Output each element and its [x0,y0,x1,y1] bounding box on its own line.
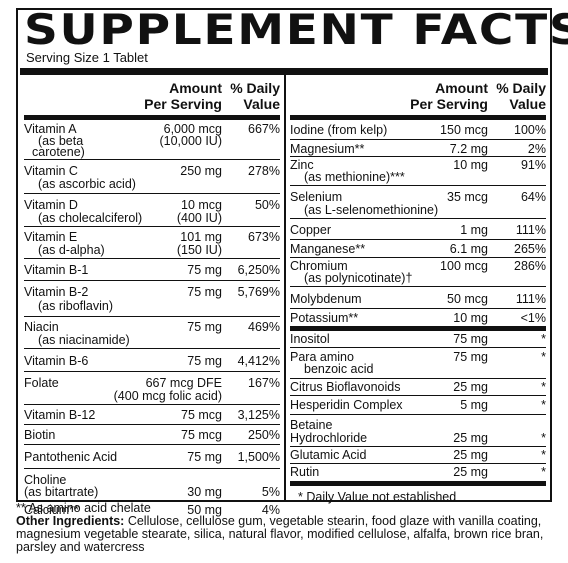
label-footer: ** As amino acid chelate Other Ingredien… [16,502,556,554]
nutrient-row-vitamin-d: Vitamin D 10 mcg 50% (as cholecalciferol… [24,194,280,227]
nutrient-row-molybdenum: Molybdenum 50 mcg 111% [290,287,546,309]
nutrient-row-vitamin-b2: Vitamin B-2 75 mg 5,769% (as riboflavin) [24,281,280,317]
nutrient-row-betaine-hydrochloride: Betaine Hydrochloride 25 mg * [290,415,546,447]
left-column-header: Amount Per Serving % Daily Value [24,75,280,115]
nutrient-row-calcium: Calcium** 50 mg 4% [24,503,280,517]
amount-header: Amount Per Serving [144,80,222,112]
nutrient-row-iodine: Iodine (from kelp) 150 mcg 100% [290,120,546,140]
nutrient-row-potassium: Potassium** 10 mg <1% [290,309,546,331]
supplement-facts-panel: SUPPLEMENT FACTS Serving Size 1 Tablet A… [16,8,568,517]
panel-title: SUPPLEMENT FACTS [24,5,568,54]
nutrient-row-vitamin-e: Vitamin E 101 mg 673% (as d-alpha) (150 … [24,227,280,259]
nutrient-row-vitamin-b1: Vitamin B-1 75 mg 6,250% [24,259,280,281]
nutrient-row-choline: Choline (as bitartrate) 30 mg 5% [24,469,280,501]
daily-value-header: % Daily Value [496,80,546,112]
serving-size: Serving Size 1 Tablet [26,50,148,65]
nutrient-row-biotin: Biotin 75 mcg 250% [24,425,280,445]
dv-footnote-area: * Daily Value not established [290,486,546,510]
other-ingredients-text: Cellulose, cellulose gum, vegetable stea… [16,514,544,554]
other-ingredients-label: Other Ingredients: [16,514,125,528]
nutrient-row-glutamic-acid: Glutamic Acid 25 mg * [290,448,546,464]
nutrient-row-citrus-bioflavonoids: Citrus Bioflavonoids 25 mg * [290,380,546,396]
nutrient-row-magnesium: Magnesium** 7.2 mg 2% [290,142,546,157]
title-divider [20,68,548,75]
header-divider [290,115,546,120]
nutrient-row-folate: Folate 667 mcg DFE 167% (400 mcg folic a… [24,372,280,405]
left-column: Amount Per Serving % Daily Value Vitamin… [24,75,280,518]
nutrient-row-vitamin-a: Vitamin A 6,000 mcg 667% (as beta (10,00… [24,122,280,160]
right-column-header: Amount Per Serving % Daily Value [290,75,546,115]
nutrient-row-hesperidin-complex: Hesperidin Complex 5 mg * [290,396,546,415]
nutrient-row-pantothenic-acid: Pantothenic Acid 75 mg 1,500% [24,445,280,469]
daily-value-header: % Daily Value [230,80,280,112]
nutrient-row-vitamin-c: Vitamin C 250 mg 278% (as ascorbic acid) [24,160,280,194]
right-column: Amount Per Serving % Daily Value Iodine … [290,75,546,510]
nutrient-row-chromium: Chromium 100 mcg 286% (as polynicotinate… [290,259,546,287]
header-divider [24,115,280,120]
nutrient-row-niacin: Niacin 75 mg 469% (as niacinamide) [24,317,280,349]
amount-header: Amount Per Serving [410,80,488,112]
nutrient-row-manganese: Manganese** 6.1 mg 265% [290,242,546,258]
nutrient-row-inositol: Inositol 75 mg * [290,332,546,348]
nutrient-row-selenium: Selenium 35 mcg 64% (as L-selenomethioni… [290,186,546,219]
nutrient-row-copper: Copper 1 mg 111% [290,219,546,240]
nutrient-row-vitamin-b12: Vitamin B-12 75 mcg 3,125% [24,405,280,425]
column-divider [284,75,286,502]
nutrient-row-vitamin-b6: Vitamin B-6 75 mg 4,412% [24,349,280,372]
chelate-footnote: ** As amino acid chelate [16,501,151,515]
nutrient-row-para-amino-benzoic-acid: Para amino 75 mg * benzoic acid [290,348,546,379]
nutrient-row-zinc: Zinc 10 mg 91% (as methionine)*** [290,158,546,186]
other-ingredients: Other Ingredients: Cellulose, cellulose … [16,515,556,554]
nutrient-row-rutin: Rutin 25 mg * [290,464,546,486]
daily-value-footnote: * Daily Value not established [298,490,457,504]
